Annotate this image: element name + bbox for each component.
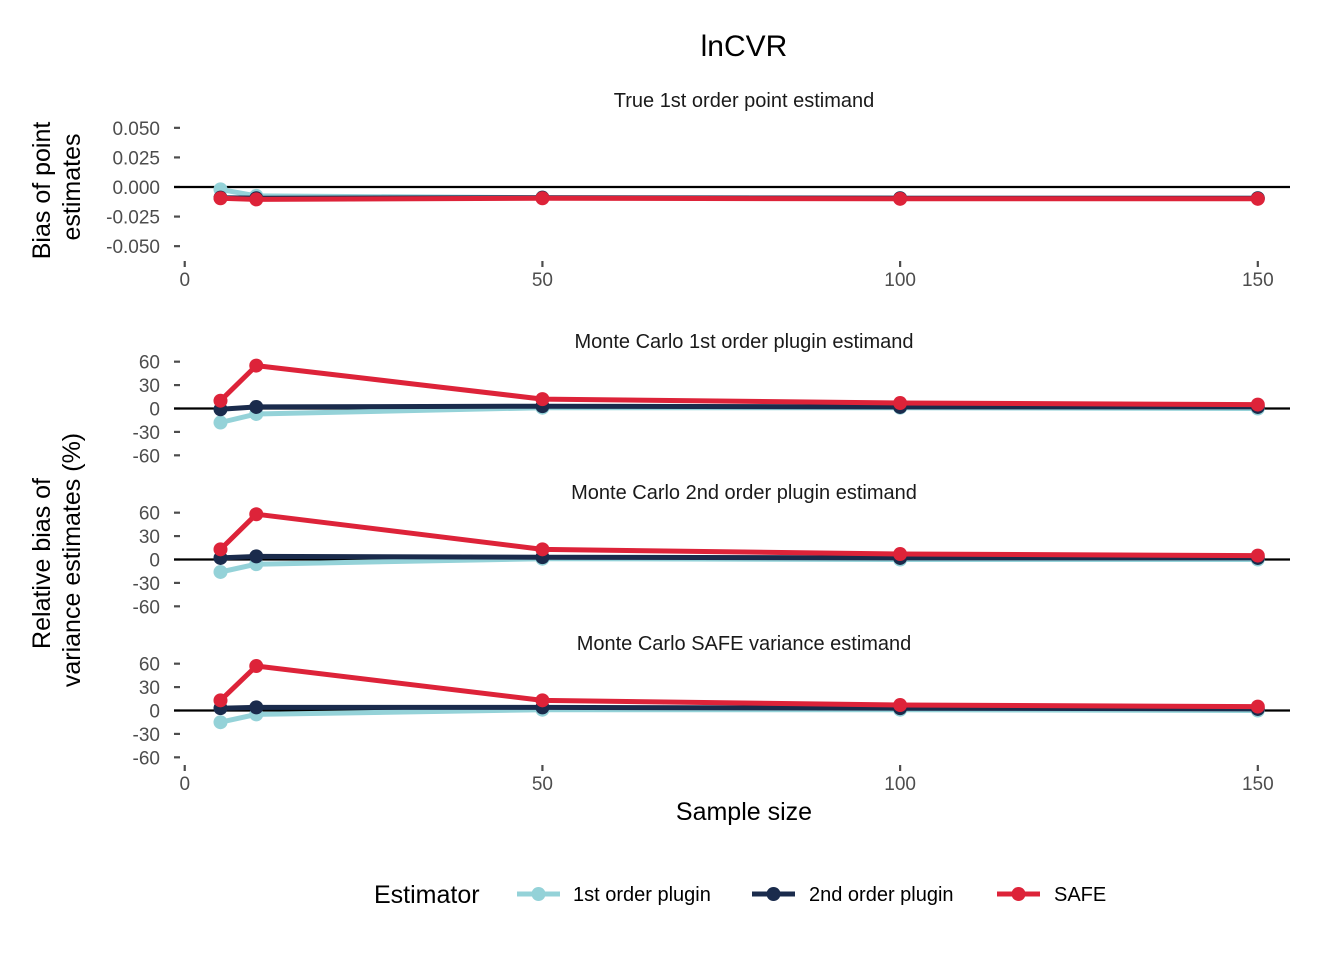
facet-title-2: Monte Carlo 1st order plugin estimand (574, 331, 913, 353)
point-safe-2-3 (893, 396, 908, 411)
x-tick-label-4-0: 0 (179, 774, 190, 795)
point-safe-4-2 (535, 693, 550, 708)
point-1st-order-plugin-3-0 (213, 564, 228, 579)
point-safe-3-0 (213, 542, 228, 557)
row1-ylabel-line2: estimates (58, 134, 86, 241)
point-2nd-order-plugin-2-1 (249, 399, 264, 414)
x-tick-label-1-1: 50 (532, 270, 553, 291)
point-safe-1-1 (249, 192, 264, 207)
series-line-safe-3 (218, 511, 1261, 559)
legend-label-2nd-order-plugin: 2nd order plugin (809, 884, 954, 906)
series-line-safe-2 (218, 363, 1261, 408)
y-tick-label-1-1: -0.025 (106, 208, 160, 229)
point-safe-2-4 (1250, 397, 1265, 412)
facet-title-4: Monte Carlo SAFE variance estimand (577, 633, 912, 655)
point-safe-1-3 (893, 191, 908, 206)
series-line-1st-order-plugin-4 (218, 707, 1261, 725)
series-line-safe-1 (218, 195, 1261, 202)
point-safe-2-0 (213, 393, 228, 408)
y-tick-label-3-1: -30 (133, 574, 160, 595)
y-tick-label-3-3: 30 (139, 527, 160, 548)
y-tick-label-2-2: 0 (149, 400, 160, 421)
row2-ylabel-line2: variance estimates (%) (58, 433, 86, 687)
facet-title-1: True 1st order point estimand (614, 90, 875, 112)
point-safe-3-1 (249, 507, 264, 522)
point-safe-3-2 (535, 542, 550, 557)
row1-ylabel: Bias of point estimates (28, 115, 86, 260)
point-safe-4-3 (893, 698, 908, 713)
legend-title: Estimator (374, 881, 480, 909)
panel-2: Monte Carlo 1st order plugin estimand -60… (133, 331, 1290, 467)
panels: True 1st order point estimand -0.050 -0.02… (106, 90, 1290, 795)
legend-key-point-2nd-order-plugin (766, 887, 781, 901)
legend-key-point-safe (1011, 887, 1026, 901)
point-1st-order-plugin-4-0 (213, 715, 228, 730)
point-safe-2-2 (535, 392, 550, 407)
y-tick-label-1-0: -0.050 (106, 237, 160, 258)
row2-ylabel-line1: Relative bias of (28, 478, 56, 649)
series-line-1st-order-plugin-2 (218, 405, 1261, 425)
panel-1: True 1st order point estimand -0.050 -0.02… (106, 90, 1290, 291)
point-2nd-order-plugin-4-1 (249, 700, 264, 715)
y-tick-label-2-4: 60 (139, 353, 160, 374)
y-tick-label-4-1: -30 (133, 725, 160, 746)
legend-label-safe: SAFE (1054, 884, 1106, 906)
x-tick-label-1-0: 0 (179, 270, 190, 291)
x-tick-label-4-3: 150 (1242, 774, 1274, 795)
point-safe-4-0 (213, 693, 228, 708)
series-line-2nd-order-plugin-2 (218, 403, 1261, 412)
y-tick-label-1-3: 0.025 (112, 148, 160, 169)
panel-3: Monte Carlo 2nd order plugin estimand -60… (133, 482, 1290, 618)
panel-4: Monte Carlo SAFE variance estimand -60-30… (133, 633, 1290, 795)
point-safe-3-3 (893, 547, 908, 562)
series-line-safe-4 (218, 663, 1261, 710)
y-tick-label-4-4: 60 (139, 655, 160, 676)
y-tick-label-3-4: 60 (139, 504, 160, 525)
y-tick-label-1-4: 0.050 (112, 119, 160, 140)
point-safe-4-4 (1250, 699, 1265, 714)
point-safe-2-1 (249, 358, 264, 373)
legend-keys (517, 887, 1040, 901)
point-2nd-order-plugin-3-1 (249, 549, 264, 564)
x-tick-label-4-2: 100 (884, 774, 916, 795)
x-tick-label-1-3: 150 (1242, 270, 1274, 291)
facet-title-3: Monte Carlo 2nd order plugin estimand (571, 482, 917, 504)
point-safe-1-4 (1250, 191, 1265, 206)
point-1st-order-plugin-2-0 (213, 415, 228, 430)
legend-key-point-1st-order-plugin (531, 887, 546, 901)
point-safe-1-0 (213, 191, 228, 206)
y-tick-label-4-3: 30 (139, 678, 160, 699)
x-tick-label-4-1: 50 (532, 774, 553, 795)
y-tick-label-2-1: -30 (133, 423, 160, 444)
row1-ylabel-line1: Bias of point (28, 122, 56, 260)
legend-label-1st-order-plugin: 1st order plugin (573, 884, 711, 906)
point-safe-3-4 (1250, 548, 1265, 563)
y-tick-label-2-3: 30 (139, 376, 160, 397)
x-axis-label: Sample size (676, 798, 812, 826)
y-tick-label-3-0: -60 (133, 597, 160, 618)
point-safe-4-1 (249, 659, 264, 674)
x-tick-label-1-2: 100 (884, 270, 916, 291)
y-tick-label-4-2: 0 (149, 702, 160, 723)
legend: Estimator 1st order plugin 2nd order plu… (374, 881, 1106, 909)
y-tick-label-4-0: -60 (133, 748, 160, 769)
y-tick-label-3-2: 0 (149, 551, 160, 572)
series-line-1st-order-plugin-3 (218, 556, 1261, 575)
y-tick-label-1-2: 0.000 (112, 178, 160, 199)
point-safe-1-2 (535, 191, 550, 206)
chart-title: lnCVR (701, 30, 788, 63)
row2-ylabel: Relative bias of variance estimates (%) (28, 433, 86, 687)
y-tick-label-2-0: -60 (133, 446, 160, 467)
